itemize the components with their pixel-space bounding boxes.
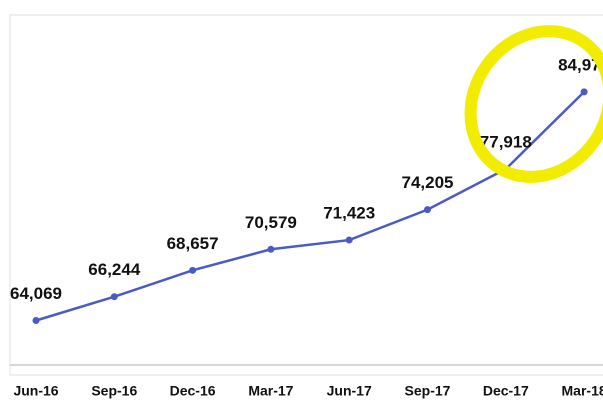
data-label: 64,069 <box>10 284 62 303</box>
series-line <box>35 90 585 322</box>
data-label: 71,423 <box>323 204 375 223</box>
data-point <box>345 236 353 244</box>
x-tick-label: Sep-16 <box>91 383 137 399</box>
x-tick-label: Sep-17 <box>405 383 451 399</box>
highlight-ellipse <box>464 25 603 183</box>
data-label: 68,657 <box>167 234 219 253</box>
x-tick-label: Dec-16 <box>170 383 216 399</box>
data-point <box>189 266 197 274</box>
x-tick-label: Jun-17 <box>327 383 372 399</box>
data-point <box>580 88 588 96</box>
data-label: 70,579 <box>245 213 297 232</box>
x-tick-label: Mar-17 <box>248 383 293 399</box>
data-point <box>424 206 431 214</box>
x-tick-label: Jun-16 <box>13 383 58 399</box>
x-tick-label: Mar-18 <box>562 383 603 399</box>
data-point <box>110 293 118 301</box>
data-label: 84,971 <box>558 55 603 74</box>
data-point <box>267 245 275 253</box>
data-point <box>32 316 40 324</box>
plot-frame <box>9 14 603 376</box>
data-label: 66,244 <box>88 260 141 279</box>
x-tick-label: Dec-17 <box>483 383 529 399</box>
data-label: 77,918 <box>480 133 532 152</box>
data-label: 74,205 <box>402 173 454 192</box>
